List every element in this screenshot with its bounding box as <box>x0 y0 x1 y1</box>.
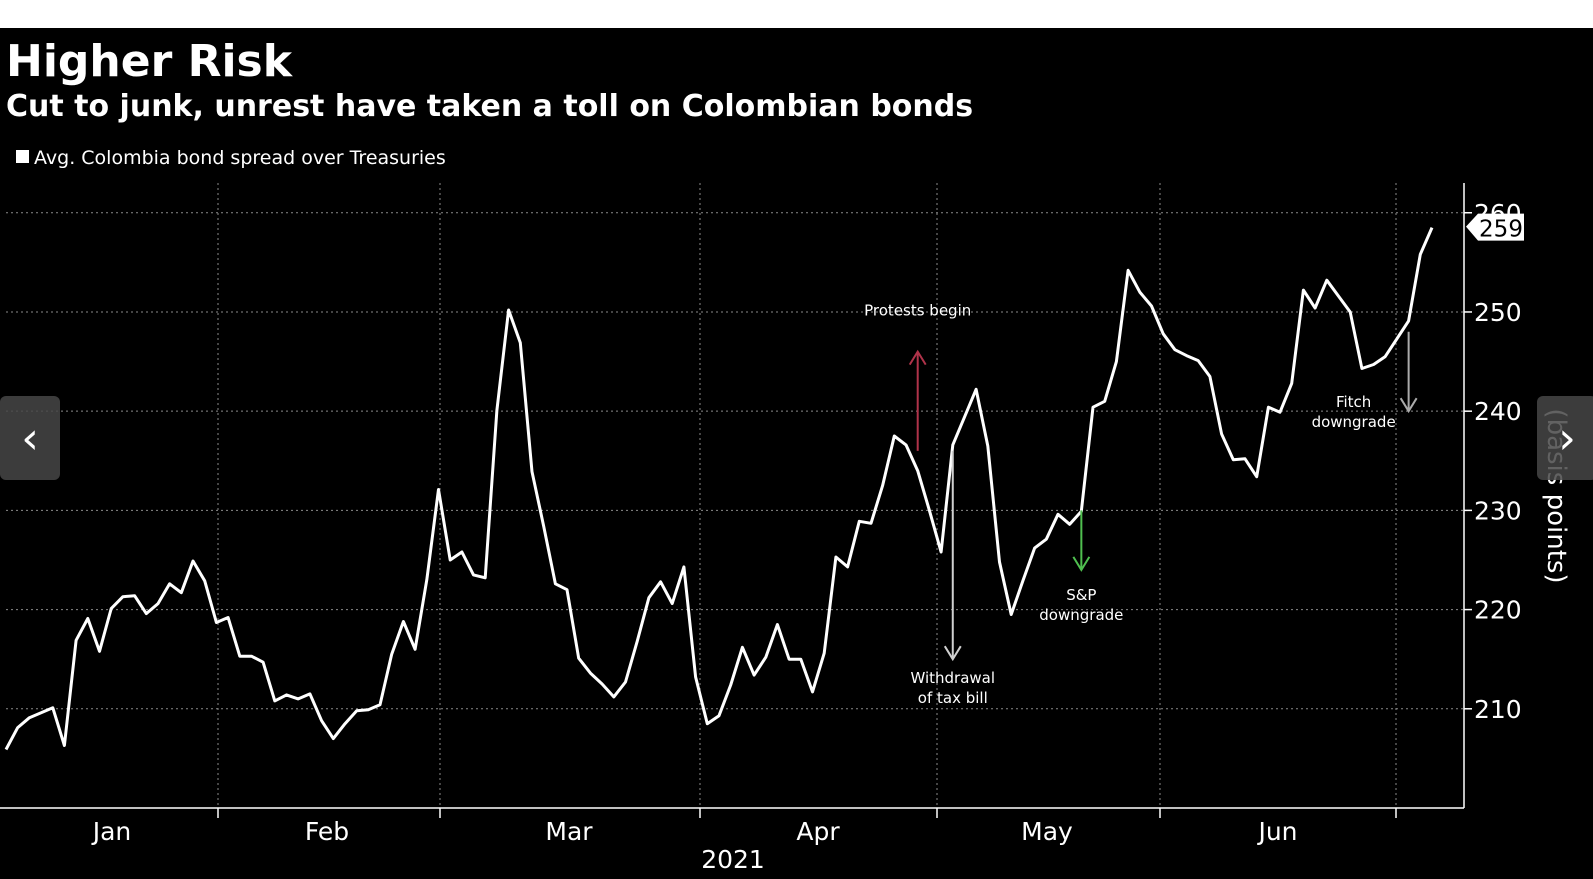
annotation-label: Protests begin <box>864 302 971 320</box>
x-tick-label: Jan <box>91 817 132 846</box>
next-slide-button[interactable]: › <box>1537 396 1593 480</box>
annotation-label: downgrade <box>1039 606 1123 624</box>
chevron-right-icon: › <box>1558 412 1576 464</box>
previous-slide-button[interactable]: ‹ <box>0 396 60 480</box>
chart-legend: Avg. Colombia bond spread over Treasurie… <box>16 146 446 170</box>
annotation-label: downgrade <box>1312 413 1396 431</box>
last-value-badge <box>1466 213 1524 241</box>
y-tick-label: 210 <box>1474 695 1522 724</box>
y-tick-label: 220 <box>1474 596 1522 625</box>
annotation-label: S&P <box>1066 586 1096 604</box>
chart-subtitle: Cut to junk, unrest have taken a toll on… <box>6 89 974 124</box>
annotation-arrow-head <box>943 645 962 662</box>
x-axis-label: 2021 <box>701 845 765 874</box>
x-tick-label: Mar <box>545 817 593 846</box>
chevron-left-icon: ‹ <box>21 412 39 464</box>
x-tick-label: May <box>1021 817 1073 846</box>
annotation-arrow-head <box>1072 556 1091 572</box>
chart-panel: 210 220 230 240 250 260 Jan Feb Mar Apr May Jun 2021… <box>0 28 1593 879</box>
y-tick-label: 250 <box>1474 298 1522 327</box>
annotation-label: Withdrawal <box>910 669 995 687</box>
chart-title: Higher Risk <box>6 36 292 87</box>
x-tick-label: Feb <box>305 817 349 846</box>
y-tick-label: 230 <box>1474 496 1522 525</box>
annotation-label: of tax bill <box>918 689 988 707</box>
series-line-colombia-spread <box>4 226 1434 751</box>
last-value-label: 259 <box>1479 217 1523 243</box>
x-tick-label: Apr <box>796 817 840 846</box>
legend-label: Avg. Colombia bond spread over Treasurie… <box>34 147 446 169</box>
annotation-label: Fitch <box>1336 393 1371 411</box>
y-tick-label: 240 <box>1474 397 1522 426</box>
annotation-arrow-head <box>908 349 927 366</box>
annotation-arrow-head <box>1399 397 1418 414</box>
legend-swatch <box>16 150 29 163</box>
x-tick-label: Jun <box>1256 817 1297 846</box>
